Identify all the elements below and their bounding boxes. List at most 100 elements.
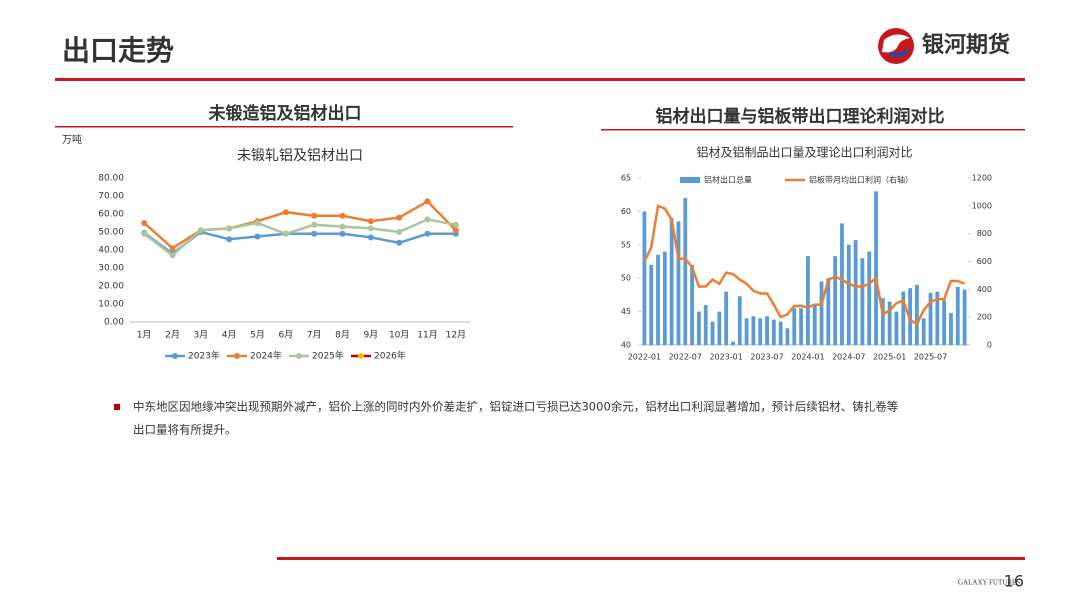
- bar: [887, 301, 892, 345]
- y2-tick-label: 600: [977, 257, 992, 266]
- bar: [662, 251, 667, 345]
- chart-title: 铝材及铝制品出口量及理论出口利润对比: [696, 145, 912, 160]
- point: [254, 233, 261, 240]
- point: [311, 212, 318, 219]
- legend-label: 2026年: [374, 350, 406, 362]
- bar: [669, 218, 674, 345]
- x-tick-label: 2023-01: [709, 353, 742, 362]
- section-rule: [55, 126, 513, 128]
- page-number: 16: [1004, 572, 1024, 591]
- x-tick-label: 4月: [222, 330, 237, 341]
- y-tick-label: 60: [621, 207, 631, 216]
- point: [339, 230, 346, 237]
- y2-tick-label: 1000: [972, 201, 992, 210]
- bar: [901, 291, 906, 345]
- chart-title: 未锻轧铝及铝材出口: [237, 148, 363, 164]
- x-tick-label: 2月: [165, 330, 180, 341]
- y-tick-label: 45: [621, 307, 631, 316]
- logo-text: 银河期货: [922, 32, 1010, 58]
- point: [197, 227, 204, 234]
- bar: [642, 211, 647, 345]
- bar: [744, 318, 749, 345]
- point: [141, 220, 148, 226]
- legend-marker: [358, 353, 364, 359]
- bar: [955, 286, 960, 345]
- y-tick-label: 65: [621, 174, 631, 183]
- bullet-text: 出口量将有所提升。: [133, 423, 237, 437]
- point: [169, 245, 176, 252]
- point: [226, 236, 233, 243]
- bar: [683, 198, 688, 345]
- bar: [737, 296, 742, 345]
- bar: [751, 316, 756, 345]
- point: [396, 239, 403, 246]
- bar: [771, 319, 776, 345]
- bar: [894, 311, 899, 345]
- x-tick-label: 12月: [446, 330, 466, 341]
- x-tick-label: 1月: [137, 330, 152, 341]
- point: [282, 209, 289, 216]
- point: [254, 220, 261, 226]
- x-tick-label: 2024-07: [832, 353, 865, 362]
- point: [396, 229, 403, 235]
- x-tick-label: 5月: [250, 330, 265, 341]
- y-tick-label: 70.00: [98, 192, 124, 202]
- x-tick-label: 8月: [335, 330, 350, 341]
- bar: [690, 264, 695, 345]
- point: [452, 227, 459, 234]
- bar: [778, 321, 783, 345]
- point: [339, 212, 346, 219]
- x-tick-label: 9月: [363, 330, 378, 341]
- bar: [874, 191, 878, 345]
- point: [424, 230, 431, 237]
- section-title: 铝材出口量与铝板带出口理论利润对比: [656, 106, 945, 127]
- bar: [853, 240, 858, 345]
- y-tick-label: 40.00: [98, 246, 124, 256]
- section-rule: [601, 129, 1025, 131]
- series-line: [143, 199, 457, 250]
- bar: [731, 341, 735, 345]
- bar: [867, 251, 872, 345]
- x-tick-label: 2025-07: [914, 353, 947, 362]
- bar: [962, 289, 967, 345]
- series-line: [143, 218, 457, 258]
- bar: [717, 311, 722, 345]
- header-rule: [55, 78, 1025, 81]
- x-tick-label: 11月: [417, 330, 437, 341]
- point: [169, 252, 176, 259]
- unit-label: 万吨: [62, 133, 82, 146]
- bar: [914, 284, 919, 345]
- point: [339, 223, 346, 230]
- bar: [942, 300, 947, 345]
- x-tick-label: 6月: [278, 330, 293, 341]
- bar: [949, 312, 953, 345]
- y-tick-label: 30.00: [98, 264, 124, 274]
- y-tick-label: 60.00: [98, 210, 124, 220]
- bar: [928, 292, 933, 345]
- bar: [724, 291, 729, 345]
- bar: [833, 256, 838, 345]
- bar: [649, 264, 654, 345]
- bar: [799, 308, 804, 345]
- bar: [656, 254, 660, 345]
- x-tick-label: 2022-07: [669, 353, 702, 362]
- bar: [840, 223, 844, 345]
- bar: [696, 311, 701, 345]
- footer-rule: [277, 557, 1025, 560]
- point: [311, 230, 318, 237]
- bar: [805, 256, 810, 345]
- point: [424, 198, 431, 205]
- point: [141, 230, 148, 237]
- y-tick-label: 80.00: [98, 174, 124, 184]
- bar: [860, 258, 865, 345]
- bar: [785, 328, 790, 345]
- y-tick-label: 50: [621, 274, 631, 283]
- point: [424, 216, 431, 223]
- x-tick-label: 10月: [389, 330, 409, 341]
- x-tick-label: 2022-01: [628, 353, 661, 362]
- point: [367, 218, 374, 225]
- legend-label: 2024年: [250, 350, 282, 362]
- section-title: 未锻造铝及铝材出口: [208, 103, 362, 124]
- y-tick-label: 10.00: [98, 300, 124, 310]
- bar: [710, 321, 715, 345]
